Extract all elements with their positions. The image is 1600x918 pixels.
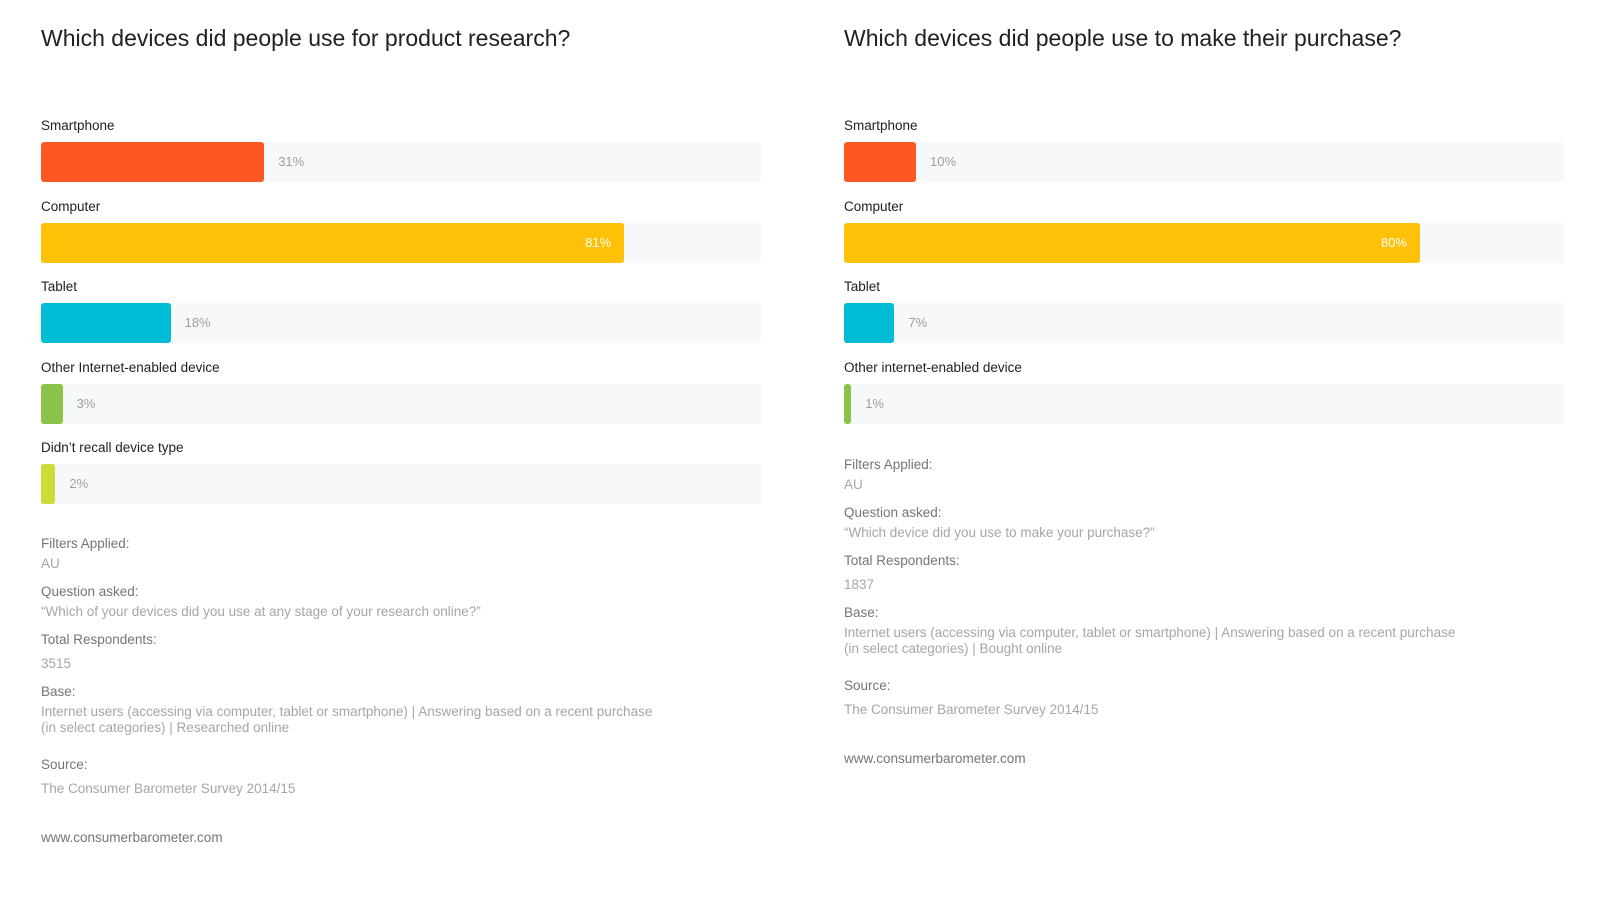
bar-row: Computer 80% — [844, 199, 1564, 280]
bar-track: 7% — [844, 303, 1564, 343]
bar — [844, 303, 895, 343]
bar — [844, 142, 916, 182]
bar-value-label: 31% — [278, 154, 305, 169]
respondents-value: 1837 — [844, 577, 875, 592]
bar-category-label: Tablet — [41, 279, 78, 294]
bar-row: Computer 81% — [41, 199, 761, 280]
base-label: Base: — [41, 684, 76, 699]
source-value: The Consumer Barometer Survey 2014/15 — [844, 702, 1099, 717]
bar-category-label: Computer — [41, 198, 101, 214]
bar-row: Tablet 7% — [844, 279, 1564, 360]
purchase-devices-panel: Which devices did people use to make the… — [844, 0, 1564, 918]
filters-label: Filters Applied: — [844, 457, 933, 472]
question-value: “Which of your devices did you use at an… — [41, 604, 481, 619]
question-label: Question asked: — [844, 505, 942, 520]
bar-value-label: 7% — [908, 315, 928, 330]
bar-value-label: 81% — [585, 234, 612, 250]
bar-row: Other internet-enabled device 1% — [844, 360, 1564, 441]
purchase-chart-title: Which devices did people use to make the… — [844, 25, 1402, 51]
bar-track: 10% — [844, 142, 1564, 182]
source-label: Source: — [844, 678, 891, 693]
bar-track: 81% — [41, 222, 761, 263]
bar — [844, 222, 1420, 263]
bar-value-label: 1% — [865, 395, 884, 411]
bar-track: 2% — [41, 464, 761, 504]
bar-row: Other Internet-enabled device 3% — [41, 360, 761, 441]
source-label: Source: — [41, 757, 88, 772]
research-chart-details: Filters Applied: AU Question asked: “Whi… — [41, 535, 761, 846]
research-chart-title: Which devices did people use for product… — [41, 25, 571, 51]
bar — [41, 383, 63, 424]
research-bar-chart: Smartphone 31% Computer 81% Tablet 18% Other I… — [41, 118, 761, 521]
base-value: Internet users (accessing via computer, … — [844, 625, 1456, 656]
bar-category-label: Other Internet-enabled device — [41, 359, 220, 375]
bar-category-label: Other internet-enabled device — [844, 359, 1022, 375]
bar — [41, 303, 171, 343]
bar-row: Tablet 18% — [41, 279, 761, 360]
question-value: “Which device did you use to make your p… — [844, 525, 1155, 540]
bar-value-label: 2% — [69, 476, 89, 491]
bar-track: 31% — [41, 142, 761, 182]
bar-row: Didn’t recall device type 2% — [41, 440, 761, 521]
respondents-value: 3515 — [41, 656, 72, 671]
bar — [41, 142, 265, 182]
base-value: Internet users (accessing via computer, … — [41, 704, 653, 735]
bar-category-label: Computer — [844, 198, 904, 214]
purchase-bar-chart: Smartphone 10% Computer 80% Tablet 7% Other in… — [844, 118, 1564, 440]
filters-value: AU — [41, 556, 60, 571]
bar-category-label: Didn’t recall device type — [41, 440, 184, 455]
website-link[interactable]: www.consumerbarometer.com — [844, 751, 1026, 766]
bar-category-label: Tablet — [844, 279, 881, 294]
bar-track: 3% — [41, 383, 761, 424]
bar-track: 18% — [41, 303, 761, 343]
research-devices-panel: Which devices did people use for product… — [41, 0, 761, 918]
question-label: Question asked: — [41, 584, 139, 599]
bar-row: Smartphone 10% — [844, 118, 1564, 199]
bar-track: 1% — [844, 383, 1564, 424]
bar-value-label: 80% — [1380, 234, 1407, 250]
base-label: Base: — [844, 605, 879, 620]
bar-category-label: Smartphone — [844, 118, 918, 133]
bar-value-label: 10% — [930, 154, 957, 169]
filters-label: Filters Applied: — [41, 536, 130, 551]
respondents-label: Total Respondents: — [844, 553, 960, 568]
website-link[interactable]: www.consumerbarometer.com — [41, 830, 223, 845]
bar — [844, 383, 852, 424]
bar-value-label: 3% — [76, 395, 96, 411]
purchase-chart-details: Filters Applied: AU Question asked: “Whi… — [844, 456, 1564, 767]
filters-value: AU — [844, 477, 863, 492]
bar — [41, 464, 56, 504]
respondents-label: Total Respondents: — [41, 632, 157, 647]
bar-category-label: Smartphone — [41, 118, 115, 133]
bar — [41, 222, 625, 263]
bar-value-label: 18% — [184, 315, 211, 330]
bar-track: 80% — [844, 222, 1564, 263]
source-value: The Consumer Barometer Survey 2014/15 — [41, 781, 296, 796]
bar-row: Smartphone 31% — [41, 118, 761, 199]
